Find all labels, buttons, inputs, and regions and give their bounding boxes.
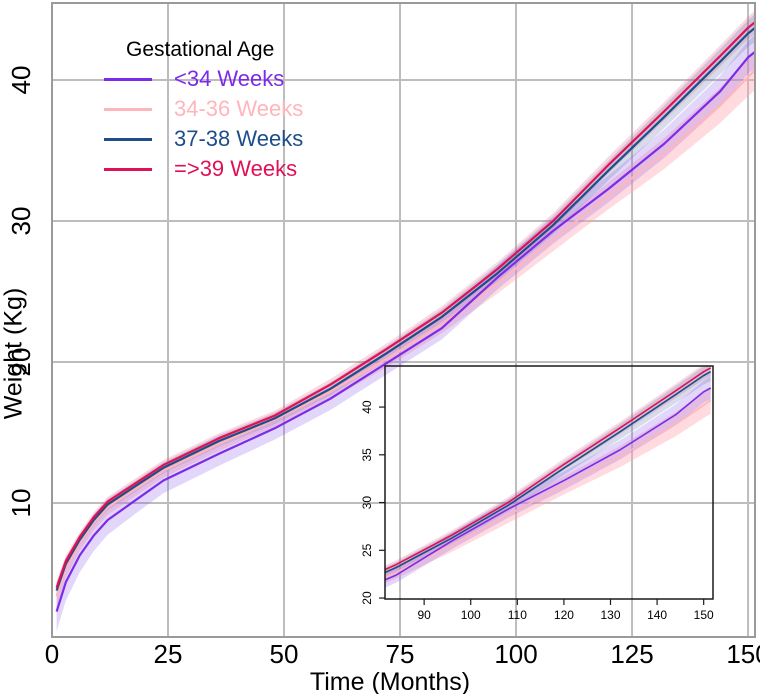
series-line xyxy=(385,387,712,581)
inset-plot-series xyxy=(385,366,712,588)
inset-x-tick-label: 110 xyxy=(508,608,527,622)
x-tick-label: 125 xyxy=(610,639,653,669)
series-line xyxy=(55,69,755,597)
inset-y-tick-label: 25 xyxy=(360,543,374,557)
y-axis-title: Weight (Kg) xyxy=(0,287,28,420)
x-tick-label: 25 xyxy=(154,639,183,669)
inset-x-tick-label: 120 xyxy=(554,608,574,622)
inset-y-tick-label: 20 xyxy=(360,591,374,605)
y-tick-label: 10 xyxy=(6,489,36,518)
inset-x-tick-label: 150 xyxy=(694,608,714,622)
inset-x-tick-label: 90 xyxy=(417,608,431,622)
series-line xyxy=(385,399,712,578)
inset-plot-border xyxy=(384,365,714,600)
inset-x-tick-label: 140 xyxy=(647,608,667,622)
legend-item-label: 34-36 Weeks xyxy=(174,96,304,121)
y-tick-label: 20 xyxy=(6,348,36,377)
confidence-band xyxy=(385,366,711,578)
legend-line-swatch xyxy=(104,167,152,171)
y-tick-label: 30 xyxy=(6,207,36,236)
inset-y-tick-label: 35 xyxy=(360,448,374,462)
gridlines xyxy=(51,3,755,637)
legend-item: 37-38 Weeks xyxy=(104,124,303,154)
legend-item: 34-36 Weeks xyxy=(104,94,303,124)
series-line xyxy=(55,50,755,612)
confidence-band xyxy=(385,387,711,584)
legend-title: Gestational Age xyxy=(126,38,275,61)
x-axis-title: Time (Months) xyxy=(309,668,471,694)
series-line xyxy=(385,370,712,574)
confidence-band xyxy=(385,376,711,588)
y-tick-label: 40 xyxy=(6,66,36,95)
legend-item-label: 37-38 Weeks xyxy=(174,126,304,151)
inset-x-tick-label: 130 xyxy=(600,608,620,622)
legend-line-swatch xyxy=(104,137,152,141)
legend-line-swatch xyxy=(104,107,152,111)
main-plot-series xyxy=(55,10,755,632)
inset-y-tick-label: 30 xyxy=(360,496,374,510)
series-line xyxy=(55,21,755,588)
series-line xyxy=(385,367,712,571)
legend: Gestational Age <34 Weeks 34-36 Weeks 37… xyxy=(104,38,303,184)
legend-item: =>39 Weeks xyxy=(104,154,303,184)
series-line xyxy=(55,26,755,591)
confidence-band xyxy=(385,366,711,574)
x-tick-label: 100 xyxy=(494,639,537,669)
plot-border xyxy=(51,2,756,638)
x-tick-label: 50 xyxy=(270,639,299,669)
legend-line-swatch xyxy=(104,77,152,81)
x-tick-label: 75 xyxy=(386,639,415,669)
x-tick-label: 150 xyxy=(726,639,760,669)
inset-x-tick-label: 100 xyxy=(461,608,481,622)
legend-item-label: =>39 Weeks xyxy=(174,156,298,181)
legend-item-label: <34 Weeks xyxy=(174,66,285,91)
inset-y-tick-label: 40 xyxy=(360,400,374,414)
legend-item: <34 Weeks xyxy=(104,64,303,94)
x-tick-label: 0 xyxy=(45,639,59,669)
